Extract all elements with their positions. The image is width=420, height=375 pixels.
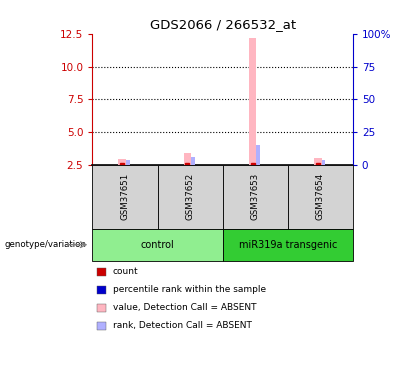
Text: GSM37653: GSM37653 [251,173,260,220]
Bar [192,157,195,165]
Text: percentile rank within the sample: percentile rank within the sample [113,285,266,294]
Bar [249,38,257,165]
Bar [184,153,192,165]
Text: control: control [141,240,174,250]
Text: miR319a transgenic: miR319a transgenic [239,240,337,250]
Text: GSM37651: GSM37651 [121,173,129,220]
Bar [322,160,326,165]
Bar [126,160,130,165]
Bar [257,145,260,165]
Text: GSM37654: GSM37654 [316,173,325,220]
Text: genotype/variation: genotype/variation [4,240,86,249]
Text: value, Detection Call = ABSENT: value, Detection Call = ABSENT [113,303,256,312]
Text: rank, Detection Call = ABSENT: rank, Detection Call = ABSENT [113,321,252,330]
Bar [314,158,322,165]
Title: GDS2066 / 266532_at: GDS2066 / 266532_at [150,18,296,31]
Text: GSM37652: GSM37652 [186,173,194,220]
Bar [118,159,126,165]
Text: count: count [113,267,138,276]
